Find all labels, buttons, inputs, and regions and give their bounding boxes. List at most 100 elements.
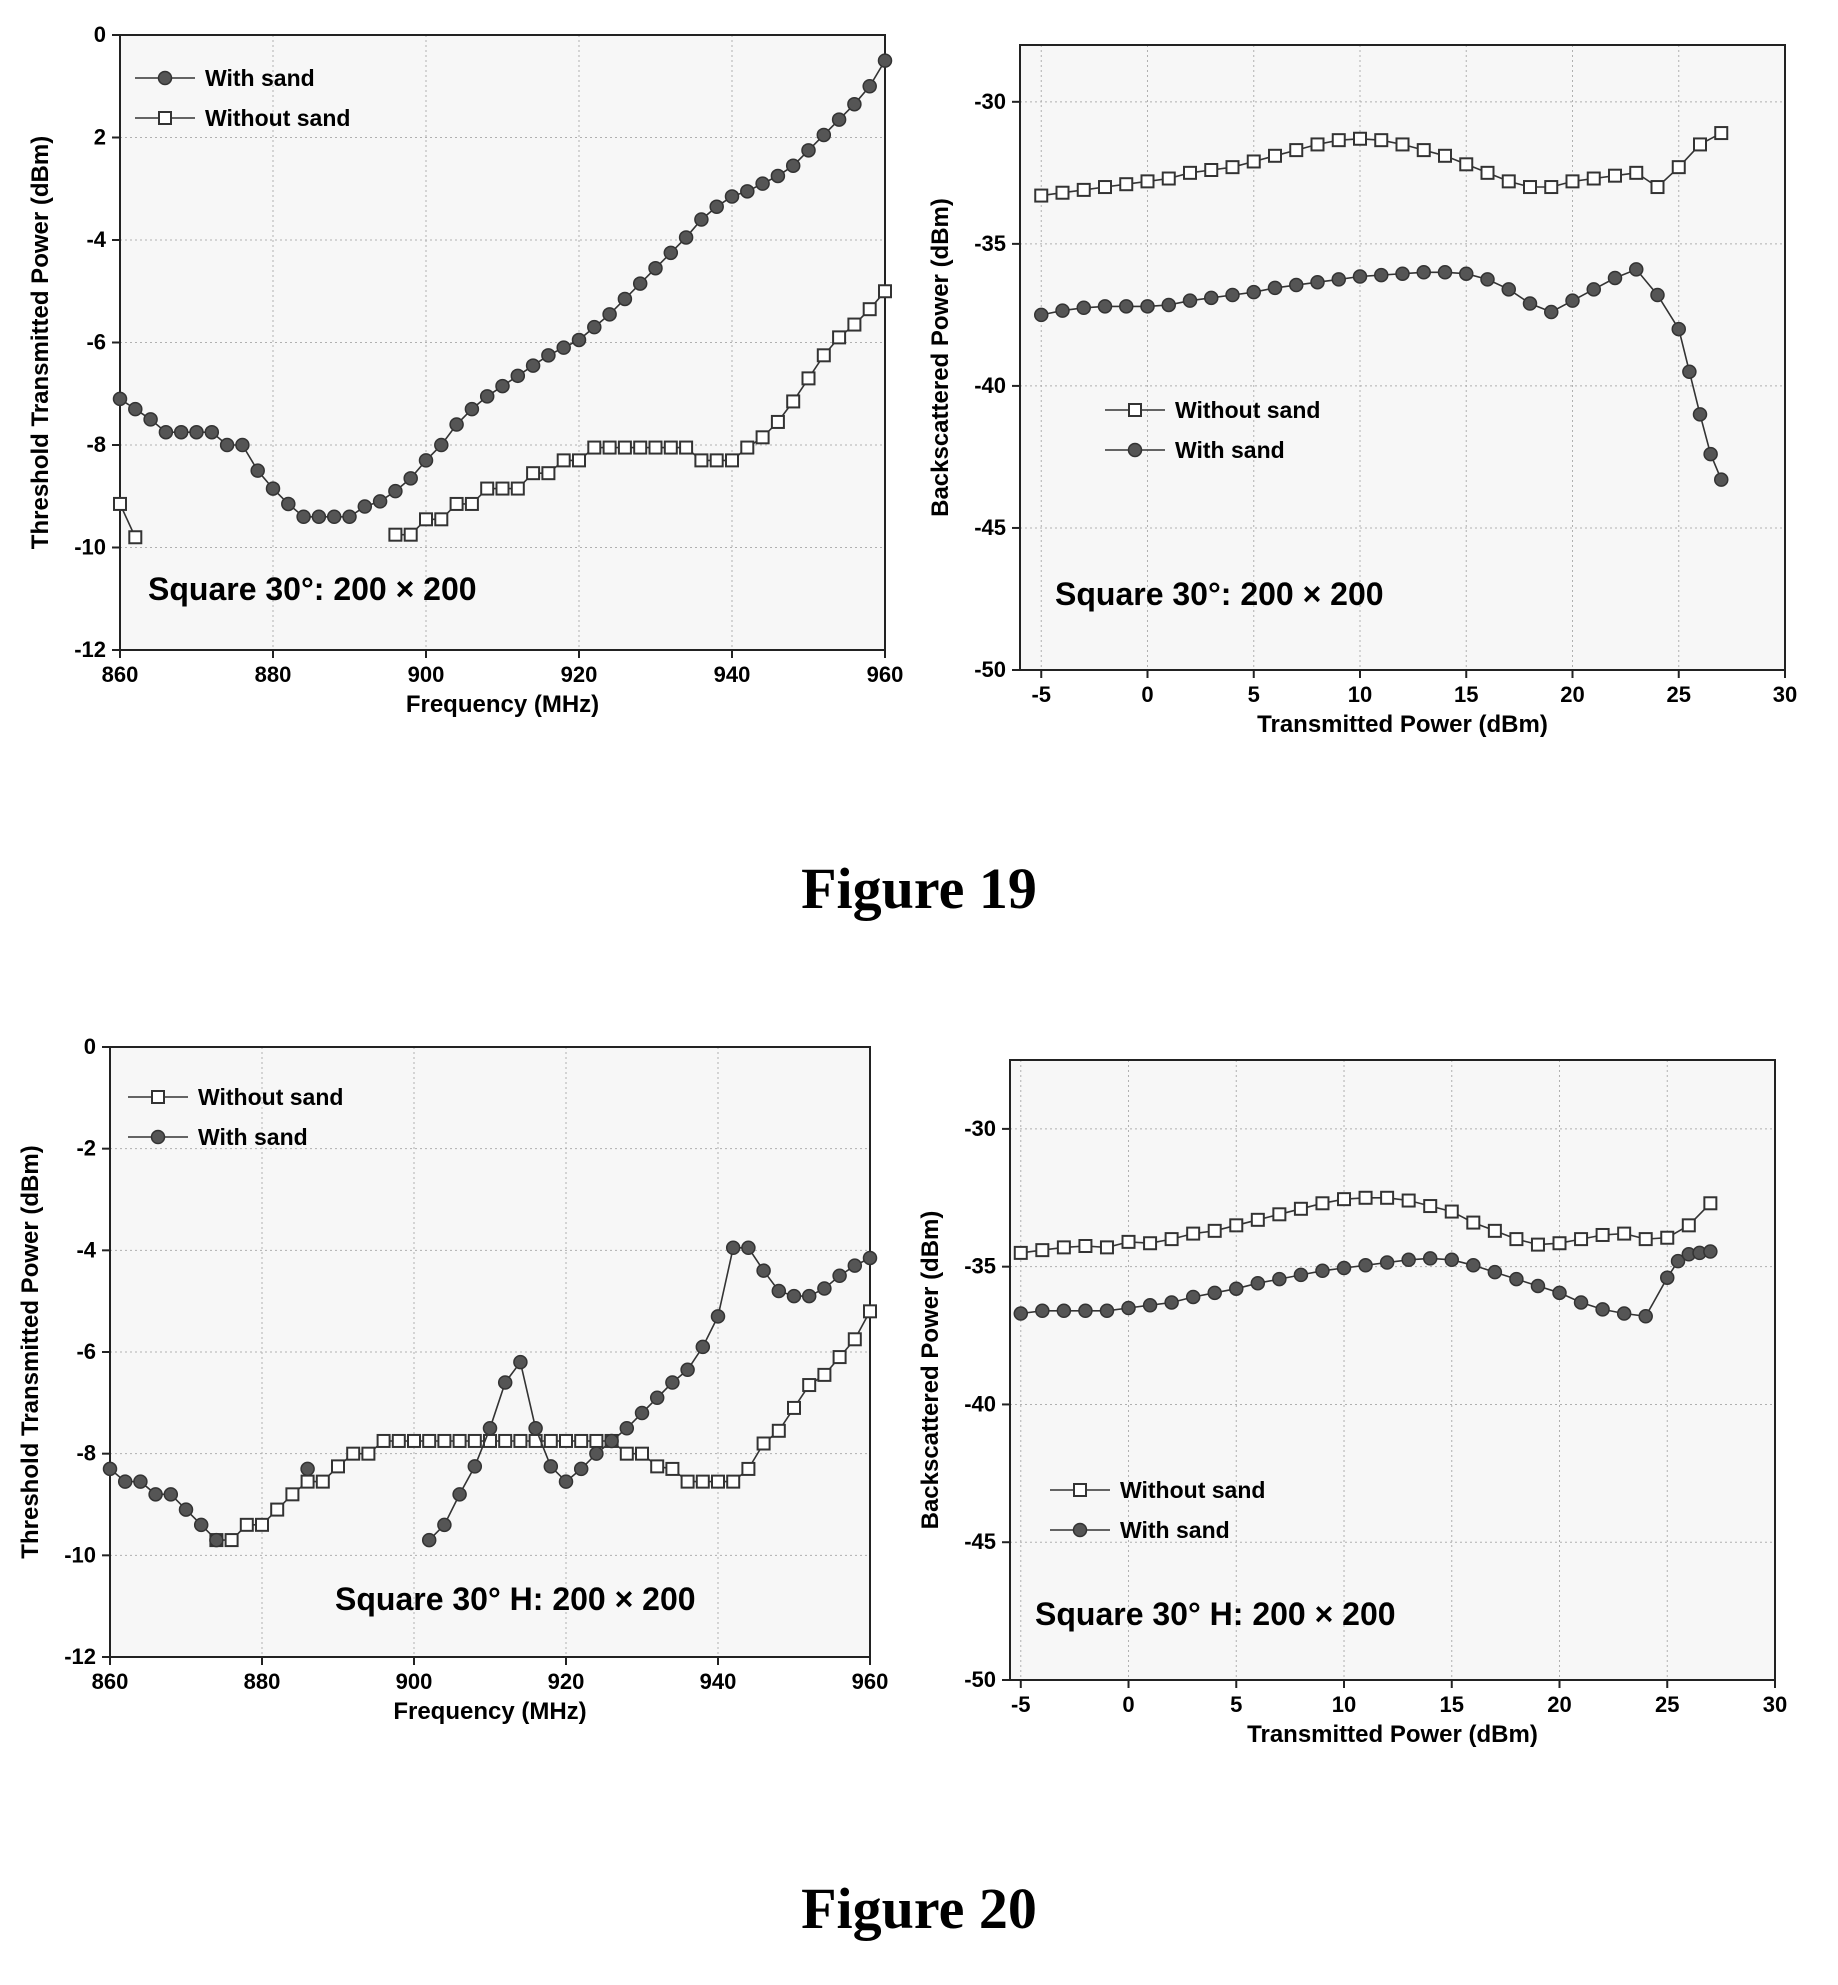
chart-fig20-threshold: 860 880 900 920 940 960 0 -2 -4 -6 -8 -10 -12 Frequen…	[0, 1005, 900, 1765]
data-point	[1459, 157, 1474, 172]
data-point	[407, 1433, 421, 1448]
legend: With sand Without sand	[135, 65, 350, 131]
data-point	[1573, 1295, 1589, 1310]
data-point	[725, 453, 739, 468]
data-point	[1207, 1285, 1222, 1301]
data-point	[711, 1474, 725, 1489]
data-point	[573, 1461, 589, 1477]
chart-svg: -5 0 5 10 15 20 25 30-30-35-40-45-50Transmitted…	[917, 1059, 1787, 1748]
series-with-sand	[1034, 262, 1729, 487]
y-tick-label: -35	[974, 231, 1006, 256]
data-point	[1229, 1218, 1244, 1233]
data-point	[128, 530, 143, 545]
x-tick-label: 880	[244, 1669, 281, 1694]
y-tick-label: -50	[974, 657, 1006, 682]
data-point	[1530, 1237, 1545, 1252]
data-point	[1616, 1306, 1632, 1321]
data-point	[510, 481, 525, 496]
data-point	[649, 1390, 665, 1405]
data-point	[1035, 1243, 1050, 1258]
x-tick-label: 30	[1773, 682, 1797, 707]
y-tick-label: 0	[94, 22, 106, 47]
data-point	[650, 1459, 665, 1474]
data-point	[878, 284, 892, 299]
data-point	[1289, 143, 1304, 158]
data-point	[173, 424, 189, 440]
data-point	[1703, 1196, 1718, 1211]
data-point	[847, 96, 862, 112]
y-tick-label: -10	[64, 1542, 96, 1567]
data-point	[452, 1433, 467, 1448]
data-point	[695, 1474, 710, 1489]
data-point	[741, 1240, 756, 1256]
data-point	[1293, 1267, 1309, 1283]
data-point	[1671, 321, 1686, 337]
data-point	[587, 440, 602, 455]
data-point	[528, 1421, 543, 1436]
data-point	[526, 466, 541, 481]
data-point	[1416, 143, 1431, 158]
data-point	[300, 1474, 315, 1489]
x-tick-label: 920	[561, 662, 598, 687]
data-point	[709, 199, 724, 214]
data-point	[235, 437, 250, 453]
data-point	[679, 440, 694, 455]
y-tick-label: 2	[94, 125, 106, 150]
x-axis-label: Transmitted Power (dBm)	[1257, 711, 1548, 738]
data-point	[403, 527, 418, 542]
data-point	[1099, 1303, 1115, 1319]
data-point	[1207, 1223, 1222, 1238]
data-point	[756, 1263, 771, 1278]
data-point	[1331, 272, 1346, 287]
data-point	[816, 348, 831, 363]
chart-svg: -5 0 5 10 15 20 25 30-30-35-40-45-50Transmitted…	[927, 44, 1797, 738]
data-point	[832, 330, 847, 345]
data-point	[1353, 131, 1367, 146]
data-point	[498, 1433, 513, 1448]
data-point	[265, 481, 281, 496]
data-point	[1380, 1190, 1395, 1205]
data-point	[556, 453, 571, 468]
data-point	[300, 1461, 315, 1477]
x-tick-label: 15	[1440, 1692, 1464, 1717]
data-point	[510, 368, 526, 384]
y-axis-label: Backscattered Power (dBm)	[927, 198, 954, 517]
data-point	[357, 499, 373, 514]
data-point	[619, 1446, 634, 1461]
data-point	[863, 1304, 877, 1319]
plot-area	[1010, 1060, 1775, 1680]
y-tick-label: -10	[74, 535, 106, 560]
data-point	[847, 317, 862, 332]
chart-annotation: Square 30°: 200 × 200	[1055, 576, 1384, 612]
data-point	[150, 1129, 166, 1145]
data-point	[1013, 1245, 1028, 1260]
data-point	[1544, 304, 1559, 320]
data-point	[281, 496, 296, 512]
data-point	[1544, 180, 1559, 195]
data-point	[1595, 1302, 1610, 1317]
data-point	[421, 1532, 437, 1548]
data-point	[635, 1446, 649, 1461]
data-point	[1374, 133, 1389, 148]
data-point	[1337, 1192, 1352, 1207]
data-point	[831, 112, 847, 127]
data-point	[1638, 1309, 1653, 1324]
x-tick-label: 0	[1122, 1692, 1134, 1717]
data-point	[1416, 265, 1431, 280]
data-point	[250, 463, 265, 478]
data-point	[726, 1474, 741, 1489]
data-point	[1358, 1258, 1373, 1273]
data-point	[634, 1405, 650, 1421]
y-tick-label: -4	[86, 227, 106, 252]
data-point	[648, 260, 663, 276]
data-point	[877, 53, 893, 68]
data-point	[437, 1517, 452, 1533]
data-point	[113, 496, 127, 511]
data-point	[1097, 299, 1113, 314]
data-point	[710, 1309, 726, 1324]
data-point	[1444, 1252, 1460, 1268]
data-point	[464, 401, 480, 417]
data-point	[801, 1288, 817, 1304]
data-point	[1098, 180, 1112, 195]
x-axis-label: Frequency (MHz)	[393, 1698, 586, 1725]
